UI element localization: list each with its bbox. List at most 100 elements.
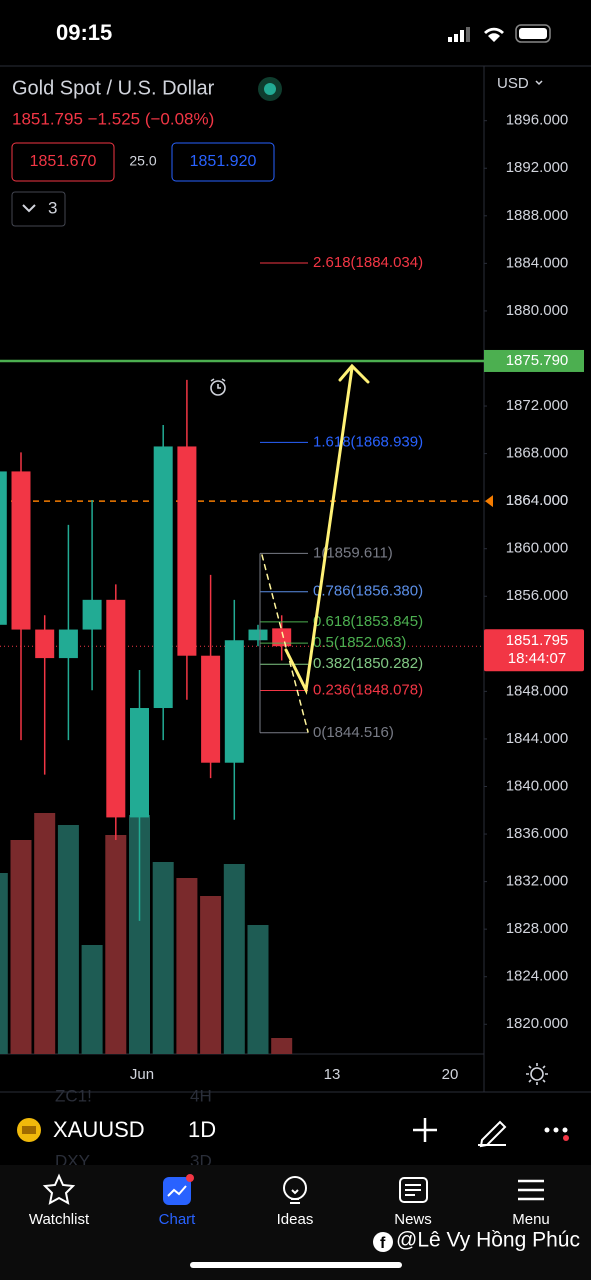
candle-body xyxy=(106,599,126,818)
settings-icon[interactable] xyxy=(526,1063,548,1085)
fib-label: 0.382(1850.282) xyxy=(313,655,423,672)
price-change: 1851.795 −1.525 (−0.08%) xyxy=(12,109,214,128)
volume-bar xyxy=(10,840,32,1054)
fib-label: 0.786(1856.380) xyxy=(313,583,423,600)
home-indicator xyxy=(190,1262,402,1268)
interval[interactable]: 1D xyxy=(188,1117,216,1142)
x-tick-label: 20 xyxy=(442,1066,459,1083)
candle-body xyxy=(153,446,173,709)
tab-label[interactable]: News xyxy=(394,1211,432,1228)
watermark: @Lê Vy Hồng Phúc xyxy=(396,1229,580,1252)
plot: 2.618(1884.034) 1.618(1868.939) 1(1859.611… xyxy=(0,254,484,1054)
facebook-f: f xyxy=(380,1235,386,1252)
currency[interactable]: USD xyxy=(497,75,529,92)
fib-label: 0(1844.516) xyxy=(313,724,394,741)
fib-label: 0.5(1852.063) xyxy=(313,634,406,651)
x-tick-label: 13 xyxy=(324,1066,341,1083)
alert-marker xyxy=(485,495,493,508)
more-button[interactable] xyxy=(544,1127,570,1142)
y-tick-label: 1880.000 xyxy=(506,302,569,319)
news-icon[interactable] xyxy=(399,1177,428,1203)
y-tick-label: 1820.000 xyxy=(506,1015,569,1032)
indicators-toggle[interactable] xyxy=(11,191,66,227)
ghost-symbol: ZC1! xyxy=(55,1086,92,1105)
volume-bar xyxy=(129,815,150,1054)
market-dot xyxy=(264,83,276,95)
y-tick-label: 1848.000 xyxy=(506,682,569,699)
menu-icon[interactable] xyxy=(518,1179,544,1201)
volume-bar xyxy=(223,864,245,1054)
candle-body xyxy=(272,628,292,647)
sell-button[interactable] xyxy=(11,142,115,182)
chevron xyxy=(22,204,36,213)
gold-bar xyxy=(22,1126,36,1134)
last-price-label: 1851.795 xyxy=(506,632,569,649)
alarm-icon xyxy=(210,378,226,396)
badge xyxy=(186,1174,194,1182)
clock: 09:15 xyxy=(56,20,112,45)
price-axis: 1896.000 1892.000 1888.000 1884.000 1880.000… xyxy=(484,112,584,1032)
tab-bar xyxy=(0,1165,591,1280)
fib-label: 0.236(1848.078) xyxy=(313,681,423,698)
candle-body xyxy=(58,629,78,659)
tab-label[interactable]: Chart xyxy=(159,1211,197,1228)
y-tick-label: 1840.000 xyxy=(506,777,569,794)
volume-bar xyxy=(0,873,8,1054)
y-tick-label: 1828.000 xyxy=(506,920,569,937)
indicator-count[interactable]: 3 xyxy=(48,198,57,217)
ask[interactable]: 1851.920 xyxy=(190,153,257,170)
facebook-icon xyxy=(373,1232,393,1252)
status-icons xyxy=(448,24,551,43)
tab-label[interactable]: Watchlist xyxy=(29,1211,90,1228)
candle-body xyxy=(201,655,221,763)
volume-bar xyxy=(152,862,174,1054)
add-button[interactable] xyxy=(413,1118,437,1142)
last-price-tag xyxy=(484,629,584,672)
x-tick-label: Jun xyxy=(130,1066,154,1083)
y-tick-label: 1836.000 xyxy=(506,825,569,842)
target-tag xyxy=(484,349,584,372)
candle-body xyxy=(248,629,268,641)
candle-body xyxy=(11,471,31,630)
fib-label: 0.618(1853.845) xyxy=(313,613,423,630)
drawing-arrow xyxy=(261,363,370,733)
volume-bar xyxy=(57,825,79,1054)
volume-bar xyxy=(105,835,127,1054)
y-tick-label: 1884.000 xyxy=(506,254,569,271)
volume-bar xyxy=(176,878,198,1054)
watchlist-icon[interactable] xyxy=(42,1173,76,1205)
ideas-icon[interactable] xyxy=(283,1176,307,1204)
candle-body xyxy=(177,446,197,656)
y-tick-label: 1860.000 xyxy=(506,540,569,557)
candle-body xyxy=(0,471,7,625)
countdown: 18:44:07 xyxy=(508,650,566,667)
bid[interactable]: 1851.670 xyxy=(30,153,97,170)
tab-label[interactable]: Menu xyxy=(512,1211,550,1228)
y-tick-label: 1864.000 xyxy=(506,492,569,509)
currency-chevron xyxy=(535,80,543,86)
candle-body xyxy=(82,599,102,630)
target-label: 1875.790 xyxy=(506,352,569,369)
tab-label[interactable]: Ideas xyxy=(277,1211,314,1228)
fib-label: 1.618(1868.939) xyxy=(313,433,423,450)
volume-bar xyxy=(81,945,103,1054)
candle-body xyxy=(35,629,55,659)
y-tick-label: 1824.000 xyxy=(506,968,569,985)
y-tick-label: 1872.000 xyxy=(506,397,569,414)
spread: 25.0 xyxy=(129,153,156,169)
y-tick-label: 1868.000 xyxy=(506,445,569,462)
chart-icon[interactable] xyxy=(163,1177,191,1205)
fib-label: 2.618(1884.034) xyxy=(313,254,423,271)
symbol[interactable]: XAUUSD xyxy=(53,1117,145,1142)
ghost-interval: 4H xyxy=(190,1086,212,1105)
draw-button[interactable] xyxy=(478,1120,507,1148)
y-tick-label: 1896.000 xyxy=(506,112,569,129)
y-tick-label: 1832.000 xyxy=(506,873,569,890)
buy-button[interactable] xyxy=(171,142,275,182)
volume-bar xyxy=(271,1038,293,1054)
y-tick-label: 1844.000 xyxy=(506,730,569,747)
symbol-name: Gold Spot / U.S. Dollar xyxy=(12,77,215,99)
